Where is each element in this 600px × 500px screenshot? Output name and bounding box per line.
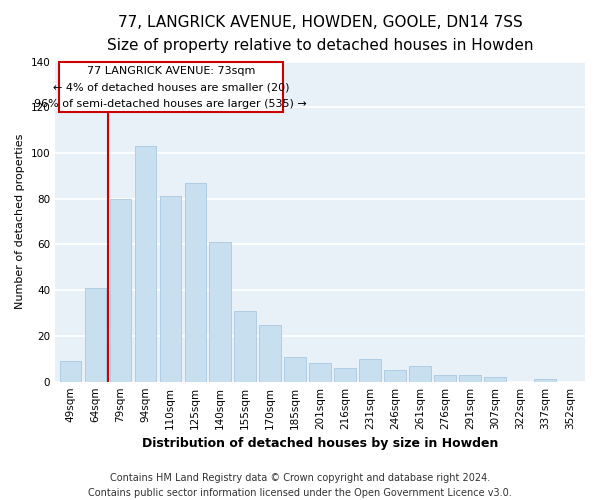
Bar: [209, 242, 231, 382]
Title: 77, LANGRICK AVENUE, HOWDEN, GOOLE, DN14 7SS
Size of property relative to detach: 77, LANGRICK AVENUE, HOWDEN, GOOLE, DN14…: [107, 15, 533, 54]
Bar: [284, 356, 306, 382]
Bar: [259, 324, 281, 382]
Text: Contains HM Land Registry data © Crown copyright and database right 2024.
Contai: Contains HM Land Registry data © Crown c…: [88, 472, 512, 498]
FancyBboxPatch shape: [59, 62, 283, 112]
Bar: [334, 368, 356, 382]
Text: 96% of semi-detached houses are larger (535) →: 96% of semi-detached houses are larger (…: [34, 99, 307, 109]
Bar: [85, 288, 106, 382]
Bar: [460, 375, 481, 382]
Bar: [484, 377, 506, 382]
Bar: [160, 196, 181, 382]
Text: 77 LANGRICK AVENUE: 73sqm: 77 LANGRICK AVENUE: 73sqm: [86, 66, 255, 76]
Text: ← 4% of detached houses are smaller (20): ← 4% of detached houses are smaller (20): [53, 82, 289, 92]
Bar: [185, 182, 206, 382]
Bar: [310, 364, 331, 382]
Bar: [359, 359, 380, 382]
Bar: [110, 198, 131, 382]
X-axis label: Distribution of detached houses by size in Howden: Distribution of detached houses by size …: [142, 437, 498, 450]
Y-axis label: Number of detached properties: Number of detached properties: [15, 134, 25, 310]
Bar: [235, 311, 256, 382]
Bar: [434, 375, 455, 382]
Bar: [385, 370, 406, 382]
Bar: [134, 146, 156, 382]
Bar: [59, 361, 81, 382]
Bar: [409, 366, 431, 382]
Bar: [535, 380, 556, 382]
